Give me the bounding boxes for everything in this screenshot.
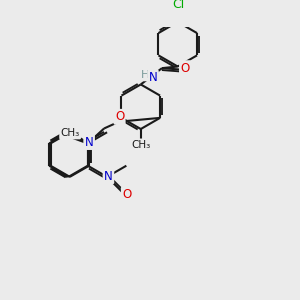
Text: H: H: [141, 70, 150, 80]
Text: O: O: [115, 110, 124, 123]
Text: CH₃: CH₃: [131, 140, 150, 150]
Text: O: O: [122, 188, 131, 201]
Text: CH₃: CH₃: [61, 128, 80, 138]
Text: Cl: Cl: [172, 0, 185, 11]
Text: N: N: [148, 71, 158, 84]
Text: N: N: [104, 170, 113, 183]
Text: N: N: [85, 136, 94, 148]
Text: O: O: [180, 61, 190, 75]
